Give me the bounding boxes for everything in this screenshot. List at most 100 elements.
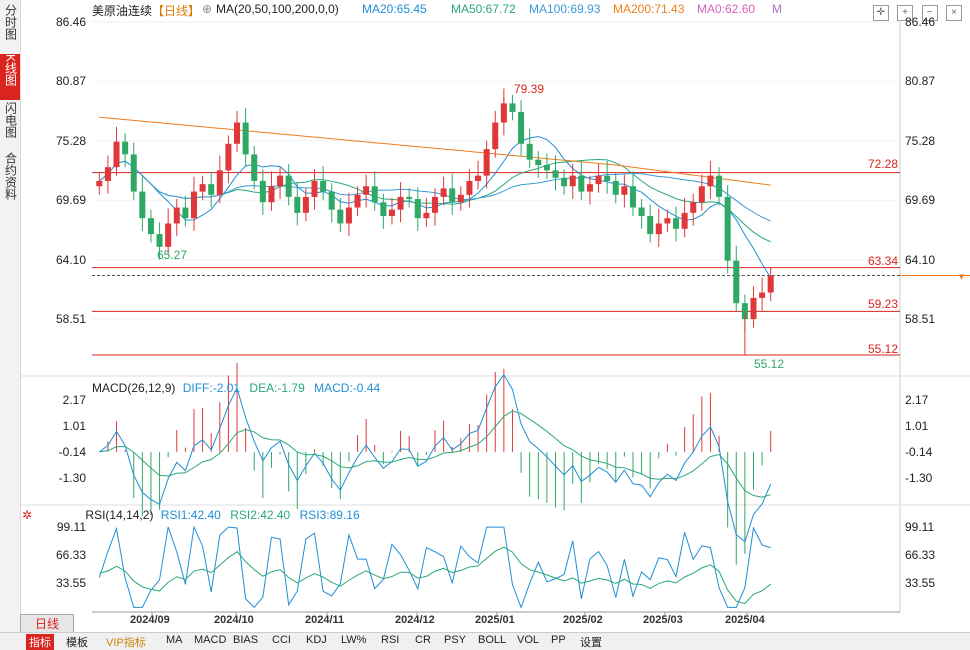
rsi-axis-label-right: 33.55 <box>905 576 936 590</box>
sidebar-item-timeshare[interactable]: 分时图 <box>0 4 20 52</box>
x-axis-label: 2025/03 <box>643 614 683 626</box>
candle-body <box>259 180 266 203</box>
x-axis-label: 2025/01 <box>475 614 515 626</box>
candle-body <box>698 186 705 203</box>
rsi3-line <box>98 525 771 609</box>
macd-diff-line <box>99 373 772 543</box>
rsi-axis-label-left: 66.33 <box>55 548 86 562</box>
candle-body <box>604 175 611 181</box>
crosshair-icon[interactable]: ✛ <box>872 5 889 21</box>
rsi2-value: RSI2:42.40 <box>230 508 291 522</box>
candle-body <box>199 184 206 192</box>
candle-body <box>543 165 550 171</box>
candle-body <box>139 191 146 219</box>
candle-body <box>457 194 464 203</box>
tab-vip-indicators[interactable]: VIP指标 <box>106 637 146 649</box>
candle-body <box>113 141 120 168</box>
sidebar-item-kline[interactable]: K线图 <box>0 54 20 100</box>
zoom-out-icon[interactable]: − <box>921 5 938 21</box>
tab-cr[interactable]: CR <box>415 634 431 646</box>
candle-body <box>242 122 249 155</box>
candle-body <box>767 275 774 293</box>
low-annotation-1: 65.27 <box>157 248 188 262</box>
tab-pp[interactable]: PP <box>551 634 566 646</box>
ma0-value: MA0:62.60 <box>697 2 756 16</box>
candle-body <box>518 111 525 144</box>
candle-body <box>492 122 499 150</box>
candle-body <box>96 180 103 187</box>
tab-settings[interactable]: 设置 <box>580 637 602 649</box>
price-axis-label-right: 64.10 <box>905 252 936 267</box>
macd-value: MACD:-0.44 <box>314 381 381 395</box>
tab-macd[interactable]: MACD <box>194 634 227 646</box>
candle-body <box>716 175 723 197</box>
candle-body <box>681 212 688 229</box>
macd-dea: DEA:-1.79 <box>249 381 305 395</box>
candle-body <box>345 207 352 224</box>
rsi-axis-label-right: 99.11 <box>905 520 935 534</box>
rsi3-value: RSI3:89.16 <box>299 508 360 522</box>
tab-ma[interactable]: MA <box>166 634 183 646</box>
candle-body <box>629 186 636 208</box>
tab-kdj[interactable]: KDJ <box>306 634 327 646</box>
price-axis-label-right: 86.46 <box>905 15 936 29</box>
sidebar-item-contract[interactable]: 合约资料 <box>0 152 20 214</box>
x-axis-label: 2025/02 <box>563 614 603 626</box>
level-label-r4: 55.12 <box>868 342 899 356</box>
price-axis-label-left: 69.69 <box>55 193 86 208</box>
candle-body <box>466 180 473 195</box>
ma-m-label: M <box>772 2 782 16</box>
zoom-in-icon[interactable]: + <box>897 5 914 21</box>
sidebar-item-lightning[interactable]: 闪电图 <box>0 102 20 150</box>
rsi-settings-icon[interactable]: ✲ <box>22 508 33 522</box>
candle-body <box>302 196 309 213</box>
level-label-r1: 72.28 <box>868 157 899 171</box>
tab-lw[interactable]: LW% <box>341 634 367 646</box>
macd-axis-label-right: 1.01 <box>905 419 929 434</box>
candle-body <box>225 143 232 171</box>
candle-body <box>251 154 258 181</box>
ma200-line <box>99 116 771 186</box>
close-icon[interactable]: × <box>946 5 962 21</box>
sidebar-label: 合约资料 <box>3 152 18 200</box>
candle-body <box>423 212 430 219</box>
candle-body <box>561 177 568 187</box>
candle-body <box>406 196 413 200</box>
candle-body <box>328 191 335 210</box>
sidebar-label: 分时图 <box>3 4 18 40</box>
period-label[interactable]: 【日线】 <box>152 4 201 18</box>
candle-body <box>182 207 189 219</box>
price-axis-label-left: 64.10 <box>55 252 86 267</box>
tab-vol[interactable]: VOL <box>517 634 540 646</box>
ma200-value: MA200:71.43 <box>613 2 685 16</box>
candle-body <box>165 223 172 247</box>
tab-boll[interactable]: BOLL <box>478 634 507 646</box>
tab-indicators[interactable]: 指标 <box>26 634 54 650</box>
candle-body <box>371 186 378 203</box>
tab-template[interactable]: 模板 <box>66 637 88 649</box>
macd-axis-label-left: 2.17 <box>62 393 86 407</box>
candle-body <box>311 180 318 197</box>
candle-body <box>595 175 602 185</box>
symbol-name: 美原油连续 <box>92 4 153 18</box>
tab-cci[interactable]: CCI <box>272 634 291 646</box>
day-period-tab[interactable]: 日线 <box>20 614 74 634</box>
tab-psy[interactable]: PSY <box>444 634 467 646</box>
settings-gear-icon[interactable]: ⊕ <box>202 2 213 16</box>
candle-body <box>707 175 714 187</box>
tab-bias[interactable]: BIAS <box>233 634 259 646</box>
candle-body <box>483 149 490 176</box>
candle-body <box>733 260 740 304</box>
candle-body <box>569 175 576 187</box>
ma-params[interactable]: MA(20,50,100,200,0,0) <box>216 2 339 16</box>
candle-body <box>337 209 344 224</box>
candle-body <box>759 292 766 298</box>
tab-rsi[interactable]: RSI <box>381 634 400 646</box>
macd-header: MACD(26,12,9) DIFF:-2.01 DEA:-1.79 MACD:… <box>92 381 380 395</box>
high-annotation: 79.39 <box>514 82 545 96</box>
price-axis-label-right: 75.28 <box>905 133 936 148</box>
x-axis-label: 2024/10 <box>214 614 254 626</box>
candle-body <box>673 218 680 229</box>
candle-body <box>475 175 482 181</box>
